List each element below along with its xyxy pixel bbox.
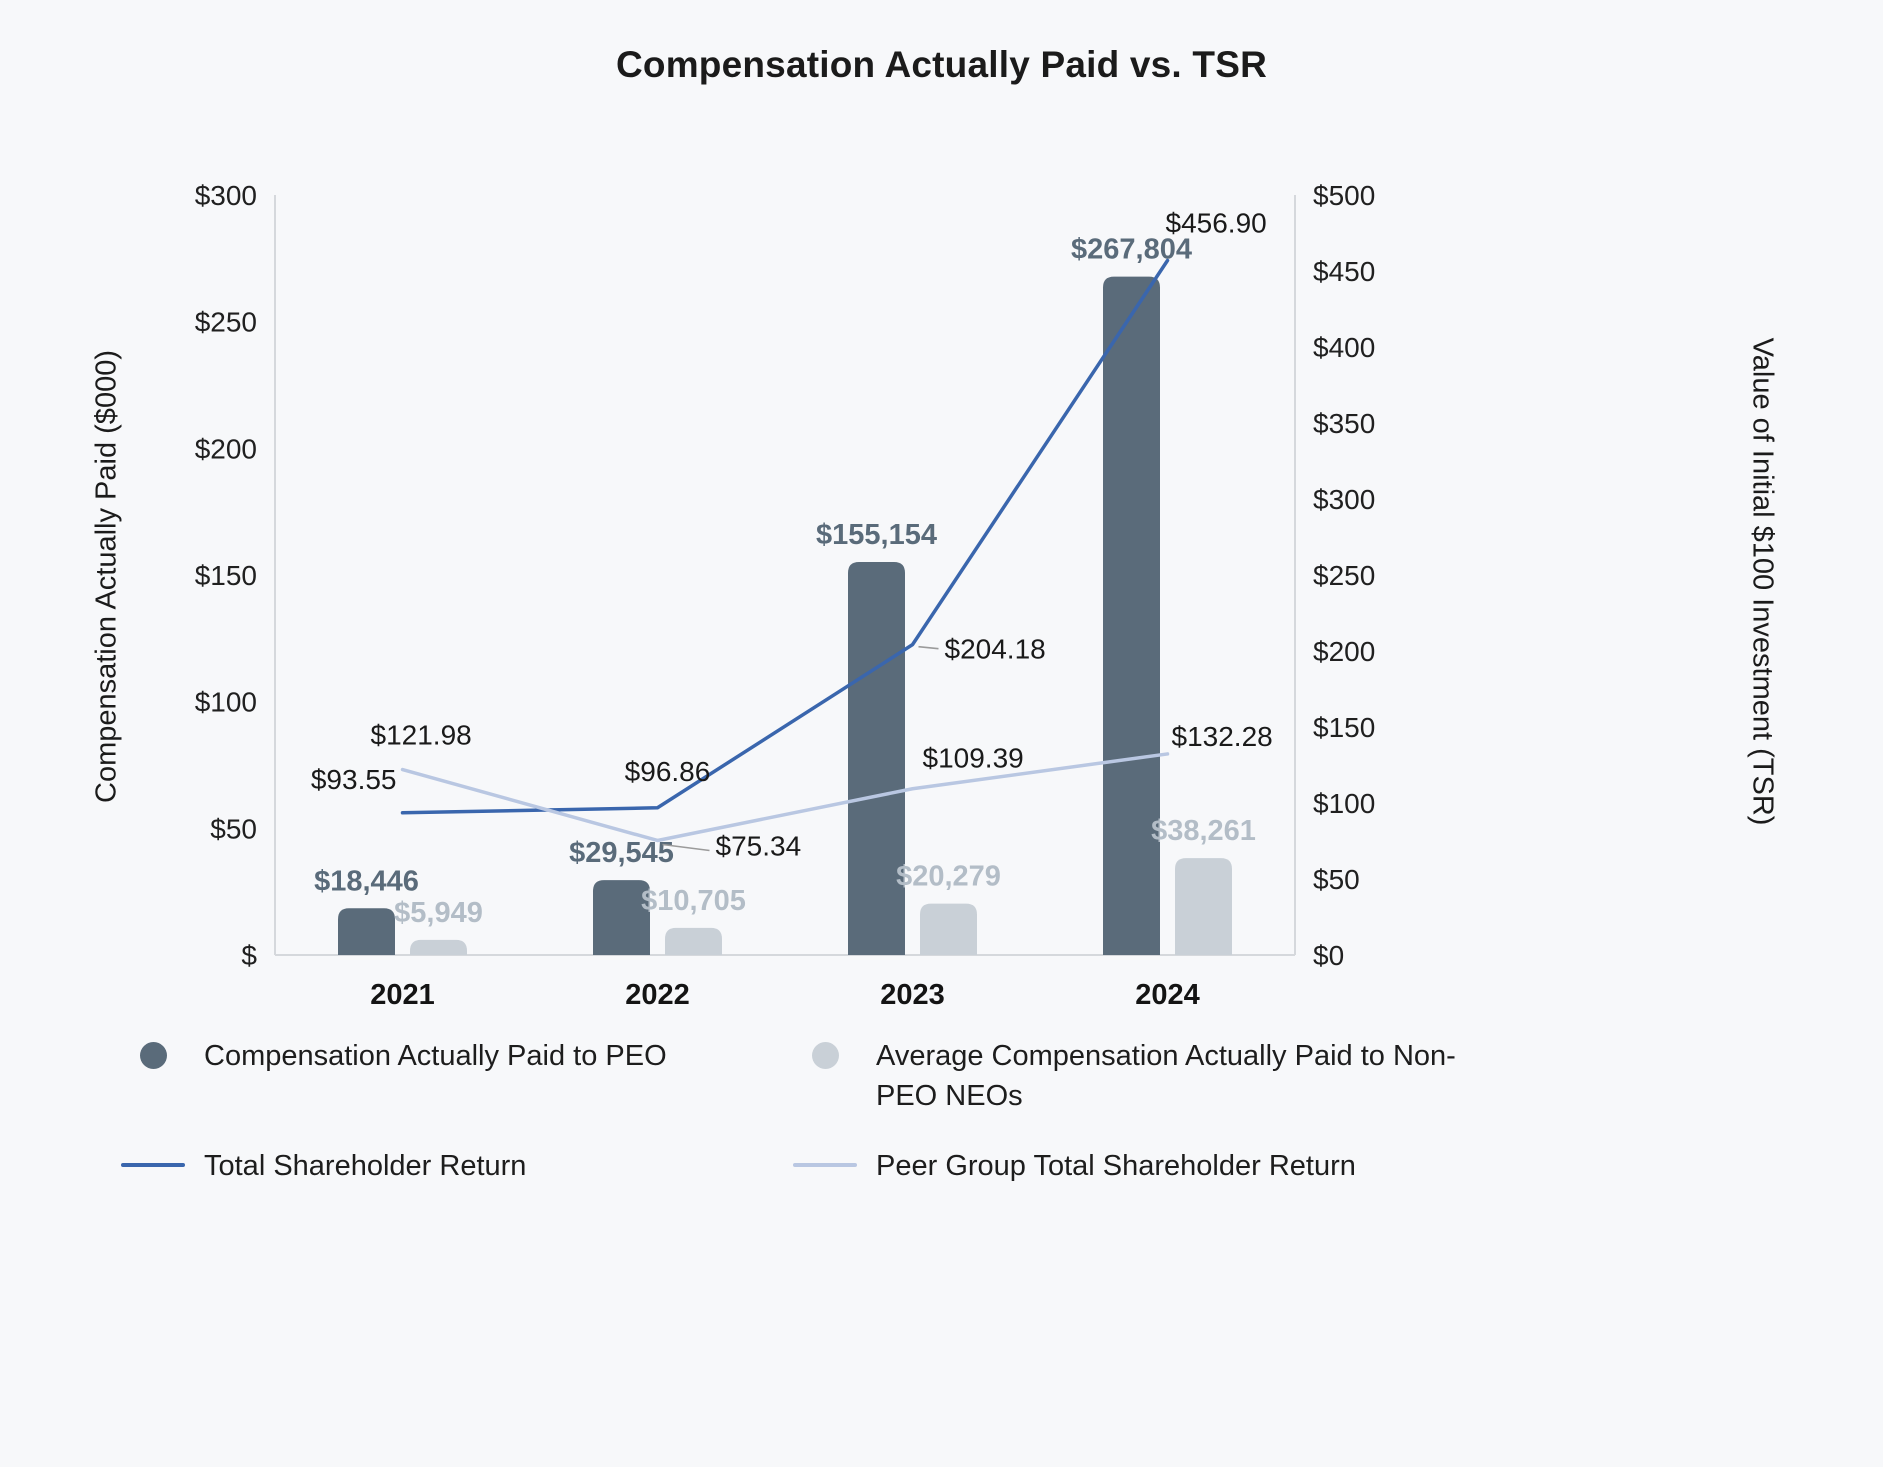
legend-label-tsr: Total Shareholder Return [204,1150,527,1183]
line-value-label: $132.28 [1172,721,1273,752]
legend-label-non-peo-compensation: Average Compensation Actually Paid to No… [876,1040,1456,1113]
line-value-label: $75.34 [716,830,802,861]
label-leader-line [662,843,710,852]
right-axis-tick: $350 [1313,408,1375,439]
bar-series1-2021 [410,939,467,955]
bar-value-label: $267,804 [1071,234,1192,266]
x-axis-category-label: 2024 [1135,979,1200,1011]
peo-compensation-dot-icon [139,1042,167,1069]
bar-value-label: $10,705 [641,885,746,917]
right-axis-tick: $500 [1313,180,1375,211]
bar-series0-2024 [1103,276,1160,955]
label-leader-line [918,645,939,650]
left-axis-tick: $200 [195,433,257,464]
line-value-label: $204.18 [945,634,1046,665]
bar-value-label: $5,949 [394,897,483,929]
line-series1 [400,752,1170,843]
left-axis-tick: $50 [210,813,257,844]
bar-series0-2021 [338,908,395,955]
bar-value-label: $29,545 [569,837,674,869]
bar-series0-2023 [848,561,905,955]
line-series0 [400,258,1170,815]
bar-value-label: $18,446 [314,865,419,897]
bar-series1-2022 [665,927,722,955]
left-axis-tick: $250 [195,307,257,338]
legend-label-peer-tsr: Peer Group Total Shareholder Return [876,1150,1356,1183]
left-axis-tick: $100 [195,687,257,718]
x-axis-category-label: 2022 [625,979,690,1011]
right-axis-tick: $150 [1313,712,1375,743]
x-axis-category-label: 2023 [880,979,945,1011]
left-axis-title: Compensation Actually Paid ($000) [90,350,123,803]
bar-series0-2022 [593,880,650,955]
peer-tsr-line-icon [793,1163,857,1168]
line-value-label: $456.90 [1166,208,1267,239]
left-axis-tick: $ [241,940,257,971]
right-axis-tick: $400 [1313,332,1375,363]
line-value-label: $96.86 [625,756,711,787]
legend-marker-box [792,1146,858,1168]
right-axis-tick: $50 [1313,864,1360,895]
line-value-label: $121.98 [371,720,472,751]
left-axis-tick: $150 [195,560,257,591]
right-axis-tick: $250 [1313,560,1375,591]
bar-value-label: $20,279 [896,861,1001,893]
tsr-line-icon [121,1163,185,1168]
legend-marker-box [120,1146,186,1168]
right-axis-tick: $200 [1313,636,1375,667]
bar-value-label: $155,154 [816,519,937,551]
chart-legend: Compensation Actually Paid to PEO Averag… [120,1036,1456,1186]
legend-label-peo-compensation: Compensation Actually Paid to PEO [204,1040,667,1072]
line-value-label: $109.39 [923,743,1024,774]
chart-title: Compensation Actually Paid vs. TSR [615,44,1267,85]
right-axis-title: Value of Initial $100 Investment (TSR) [1746,337,1779,826]
legend-item-peo-compensation: Compensation Actually Paid to PEO [120,1036,792,1116]
bar-series1-2023 [920,903,977,955]
legend-item-non-peo-compensation: Average Compensation Actually Paid to No… [792,1036,1456,1116]
right-axis-tick: $100 [1313,788,1375,819]
bar-value-label: $38,261 [1151,815,1256,847]
right-axis-tick: $450 [1313,256,1375,287]
right-axis-tick: $0 [1313,940,1344,971]
right-axis-tick: $300 [1313,484,1375,515]
legend-item-tsr: Total Shareholder Return [120,1146,792,1186]
x-axis-category-label: 2021 [370,979,435,1011]
left-axis-tick: $300 [195,180,257,211]
non-peo-compensation-dot-icon [811,1042,839,1069]
legend-item-peer-tsr: Peer Group Total Shareholder Return [792,1146,1456,1186]
bar-series1-2024 [1175,858,1232,955]
legend-marker-box [792,1036,858,1069]
legend-marker-box [120,1036,186,1069]
line-value-label: $93.55 [311,764,397,795]
